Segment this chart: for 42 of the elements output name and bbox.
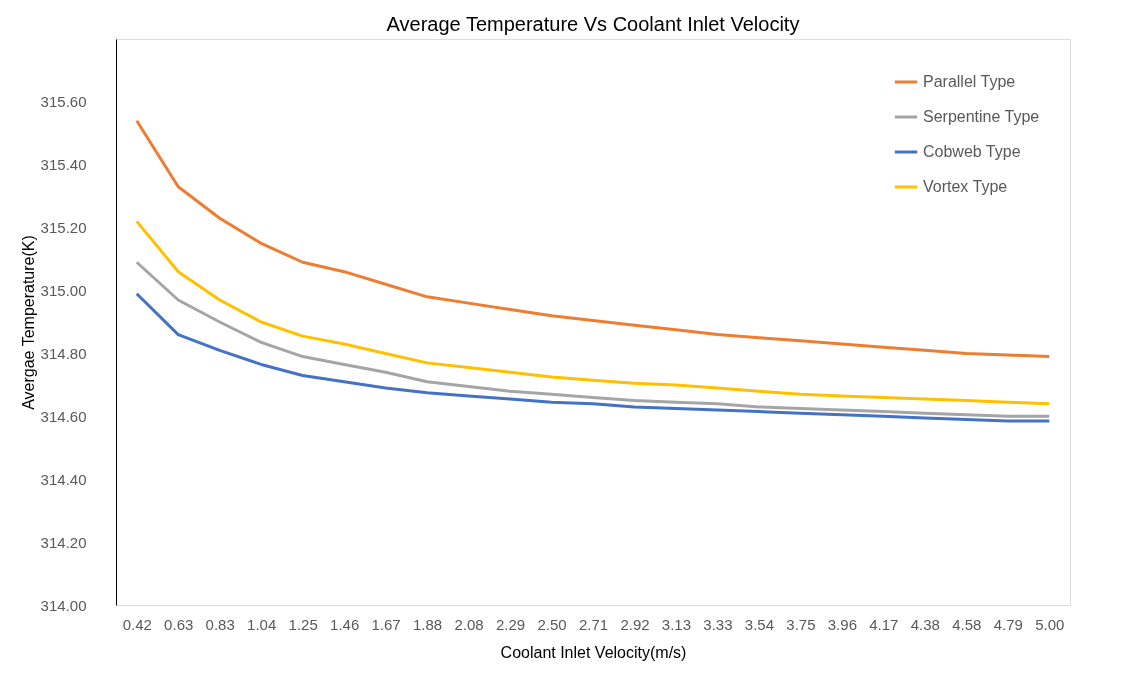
y-axis-title: Avergae Temperature(K) xyxy=(19,235,37,410)
x-tick-label: 3.54 xyxy=(744,615,775,633)
line-series xyxy=(135,260,1051,418)
x-tick-label: 1.25 xyxy=(288,615,318,633)
x-tick-label: 1.04 xyxy=(247,615,277,633)
x-tick-label: 0.42 xyxy=(122,615,152,633)
x-tick-label: 3.75 xyxy=(786,615,816,633)
x-tick-label: 4.79 xyxy=(993,615,1023,633)
x-tick-label: 2.50 xyxy=(537,615,567,633)
y-tick-label: 315.20 xyxy=(40,219,87,237)
x-tick-label: 4.38 xyxy=(910,615,940,633)
x-tick-label: 3.33 xyxy=(703,615,733,633)
x-axis-title: Coolant Inlet Velocity(m/s) xyxy=(500,643,687,661)
legend-label: Parallel Type xyxy=(923,73,1016,90)
x-tick-label: 4.17 xyxy=(869,615,899,633)
x-tick-label: 3.13 xyxy=(661,615,692,633)
y-tick-label: 315.00 xyxy=(40,282,87,300)
x-tick-label: 2.29 xyxy=(495,615,526,633)
chart-title: Average Temperature Vs Coolant Inlet Velocity xyxy=(386,13,800,35)
x-tick-label: 1.46 xyxy=(330,615,360,633)
y-tick-label: 314.20 xyxy=(40,533,87,551)
line-series xyxy=(135,219,1051,406)
x-tick-label: 4.58 xyxy=(952,615,982,633)
legend-label: Cobweb Type xyxy=(923,143,1021,160)
x-tick-label: 1.67 xyxy=(371,615,401,633)
y-tick-label: 314.80 xyxy=(40,344,87,362)
x-tick-label: 0.83 xyxy=(205,615,235,633)
y-tick-label: 314.40 xyxy=(40,470,87,488)
y-tick-label: 314.00 xyxy=(40,596,87,614)
y-tick-label: 315.60 xyxy=(40,93,87,111)
x-tick-label: 2.92 xyxy=(620,615,650,633)
y-tick-label: 315.40 xyxy=(40,156,87,174)
legend-label: Vortex Type xyxy=(923,178,1008,195)
x-tick-label: 3.96 xyxy=(827,615,857,633)
x-tick-label: 0.63 xyxy=(164,615,194,633)
line-series xyxy=(135,292,1051,423)
x-tick-label: 1.88 xyxy=(412,615,443,633)
legend-label: Serpentine Type xyxy=(923,108,1040,125)
x-tick-label: 2.71 xyxy=(578,615,609,633)
x-tick-label: 5.00 xyxy=(1035,615,1065,633)
y-tick-label: 314.60 xyxy=(40,407,87,425)
x-tick-label: 2.08 xyxy=(454,615,484,633)
